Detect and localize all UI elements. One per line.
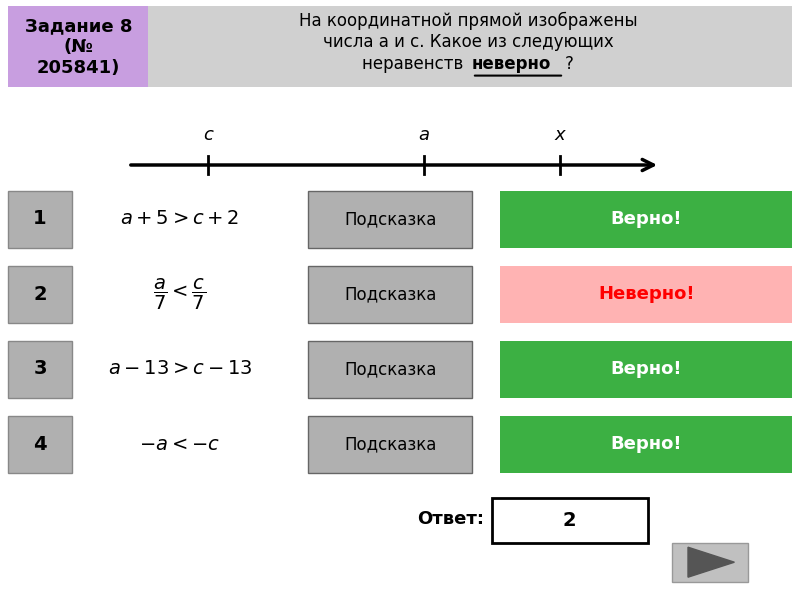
Text: $\dfrac{a}{7}<\dfrac{c}{7}$: $\dfrac{a}{7}<\dfrac{c}{7}$ — [154, 277, 206, 311]
Text: 2: 2 — [562, 511, 577, 530]
Text: $a-13>c-13$: $a-13>c-13$ — [108, 359, 252, 379]
FancyBboxPatch shape — [500, 340, 792, 397]
FancyBboxPatch shape — [148, 6, 792, 87]
FancyBboxPatch shape — [492, 498, 648, 543]
Text: На координатной прямой изображены: На координатной прямой изображены — [298, 12, 638, 30]
Text: неравенств: неравенств — [362, 55, 468, 73]
Text: Неверно!: Неверно! — [598, 285, 694, 303]
Text: Верно!: Верно! — [610, 210, 682, 228]
Text: a: a — [418, 126, 430, 144]
FancyBboxPatch shape — [308, 265, 472, 323]
Text: неверно: неверно — [472, 55, 551, 73]
FancyBboxPatch shape — [500, 265, 792, 323]
FancyBboxPatch shape — [8, 415, 72, 473]
Text: Верно!: Верно! — [610, 435, 682, 453]
Text: $-a<-c$: $-a<-c$ — [139, 434, 221, 454]
FancyBboxPatch shape — [672, 543, 748, 582]
FancyBboxPatch shape — [8, 6, 148, 87]
Text: Задание 8
(№
205841): Задание 8 (№ 205841) — [25, 17, 132, 77]
Text: Верно!: Верно! — [610, 360, 682, 378]
Text: ?: ? — [565, 55, 574, 73]
Text: $a+5>c+2$: $a+5>c+2$ — [120, 209, 240, 229]
Text: Подсказка: Подсказка — [344, 360, 437, 378]
Text: 1: 1 — [33, 209, 47, 229]
FancyBboxPatch shape — [500, 415, 792, 473]
FancyBboxPatch shape — [308, 415, 472, 473]
Text: Ответ:: Ответ: — [417, 510, 484, 528]
Text: x: x — [554, 126, 566, 144]
Text: 2: 2 — [33, 284, 47, 304]
Text: 4: 4 — [33, 434, 47, 454]
Text: Подсказка: Подсказка — [344, 435, 437, 453]
FancyBboxPatch shape — [8, 191, 72, 247]
FancyBboxPatch shape — [8, 340, 72, 397]
FancyBboxPatch shape — [500, 191, 792, 247]
Polygon shape — [688, 547, 734, 577]
Text: c: c — [203, 126, 213, 144]
Text: числа а и с. Какое из следующих: числа а и с. Какое из следующих — [322, 33, 614, 51]
FancyBboxPatch shape — [308, 191, 472, 247]
Text: Подсказка: Подсказка — [344, 210, 437, 228]
Text: Подсказка: Подсказка — [344, 285, 437, 303]
Text: 3: 3 — [34, 359, 46, 379]
FancyBboxPatch shape — [308, 340, 472, 397]
FancyBboxPatch shape — [8, 265, 72, 323]
